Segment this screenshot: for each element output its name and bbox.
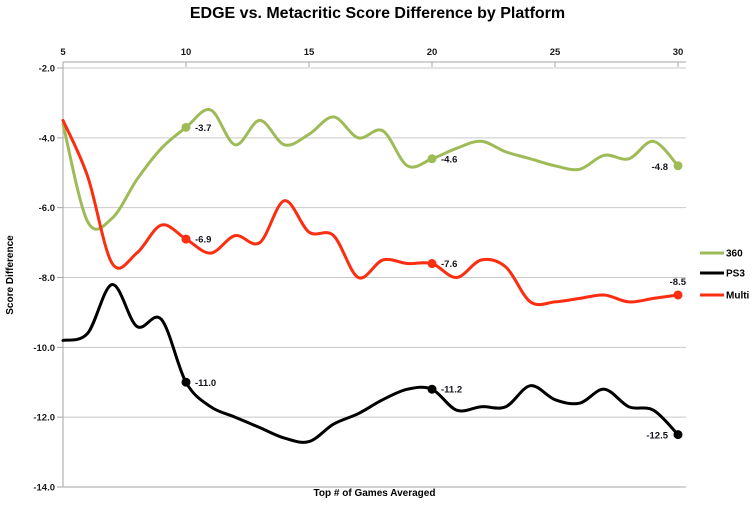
data-marker (673, 290, 683, 300)
data-label: -7.6 (441, 259, 457, 270)
chart-title: EDGE vs. Metacritic Score Difference by … (189, 5, 566, 22)
data-marker (673, 430, 683, 440)
x-tick-label: 15 (304, 47, 315, 58)
data-marker (181, 377, 191, 387)
y-tick-label: -4.0 (39, 133, 55, 144)
data-label: -6.9 (195, 235, 211, 246)
legend-label: 360 (726, 249, 743, 260)
legend-item-PS3: PS3 (700, 269, 745, 280)
data-label: -3.7 (195, 123, 211, 134)
series-line-PS3 (61, 283, 680, 444)
y-tick-labels: -2.0 -4.0 -6.0 -8.0 -10.0 -12.0 -14.0 (33, 64, 55, 494)
gridlines (63, 67, 686, 488)
data-marker (427, 384, 437, 394)
y-tick-label: -2.0 (39, 64, 55, 75)
series-PS3 (61, 283, 680, 444)
legend-label: Multi (726, 291, 750, 302)
axes (57, 61, 686, 488)
y-tick-label: -10.0 (33, 343, 55, 354)
legend: 360 PS3 Multi (700, 249, 750, 302)
callout-PS3-20: -11.2 (427, 384, 462, 396)
y-tick-label: -8.0 (39, 273, 55, 284)
legend-label: PS3 (726, 269, 745, 280)
y-tick-label: -14.0 (33, 483, 55, 494)
x-tick-label: 10 (181, 47, 192, 58)
data-label: -4.8 (652, 162, 668, 173)
x-tick-label: 30 (673, 47, 684, 58)
callout-Multi-10: -6.9 (181, 234, 211, 246)
data-label: -11.0 (195, 378, 216, 389)
callout-PS3-30: -12.5 (646, 430, 683, 442)
data-label: -12.5 (646, 431, 668, 442)
callout-360-20: -4.6 (427, 154, 457, 165)
x-tick-label: 20 (427, 47, 438, 58)
y-tick-label: -6.0 (39, 203, 55, 214)
data-marker (181, 234, 191, 244)
callout-PS3-10: -11.0 (181, 377, 216, 389)
series-line-360 (61, 108, 680, 231)
x-tick-label: 5 (60, 47, 66, 58)
data-label: -4.6 (441, 154, 457, 165)
series-Multi (61, 118, 680, 307)
x-tick-label: 25 (550, 47, 561, 58)
data-marker (673, 161, 683, 171)
series-360 (61, 108, 680, 231)
data-label: -11.2 (441, 385, 462, 396)
legend-item-360: 360 (700, 249, 743, 260)
callout-Multi-30: -8.5 (670, 277, 687, 300)
callout-Multi-20: -7.6 (427, 259, 457, 270)
legend-item-Multi: Multi (700, 291, 750, 302)
series-line-Multi (61, 118, 680, 307)
callout-360-10: -3.7 (181, 122, 211, 134)
y-tick-label: -12.0 (33, 413, 55, 424)
data-marker (427, 259, 437, 269)
data-marker (181, 122, 191, 132)
x-tick-labels: 5 10 15 20 25 30 (60, 47, 683, 58)
x-axis-title: Top # of Games Averaged (313, 488, 436, 499)
callout-360-30: -4.8 (652, 161, 683, 173)
data-label: -8.5 (670, 277, 687, 288)
data-marker (427, 154, 437, 164)
